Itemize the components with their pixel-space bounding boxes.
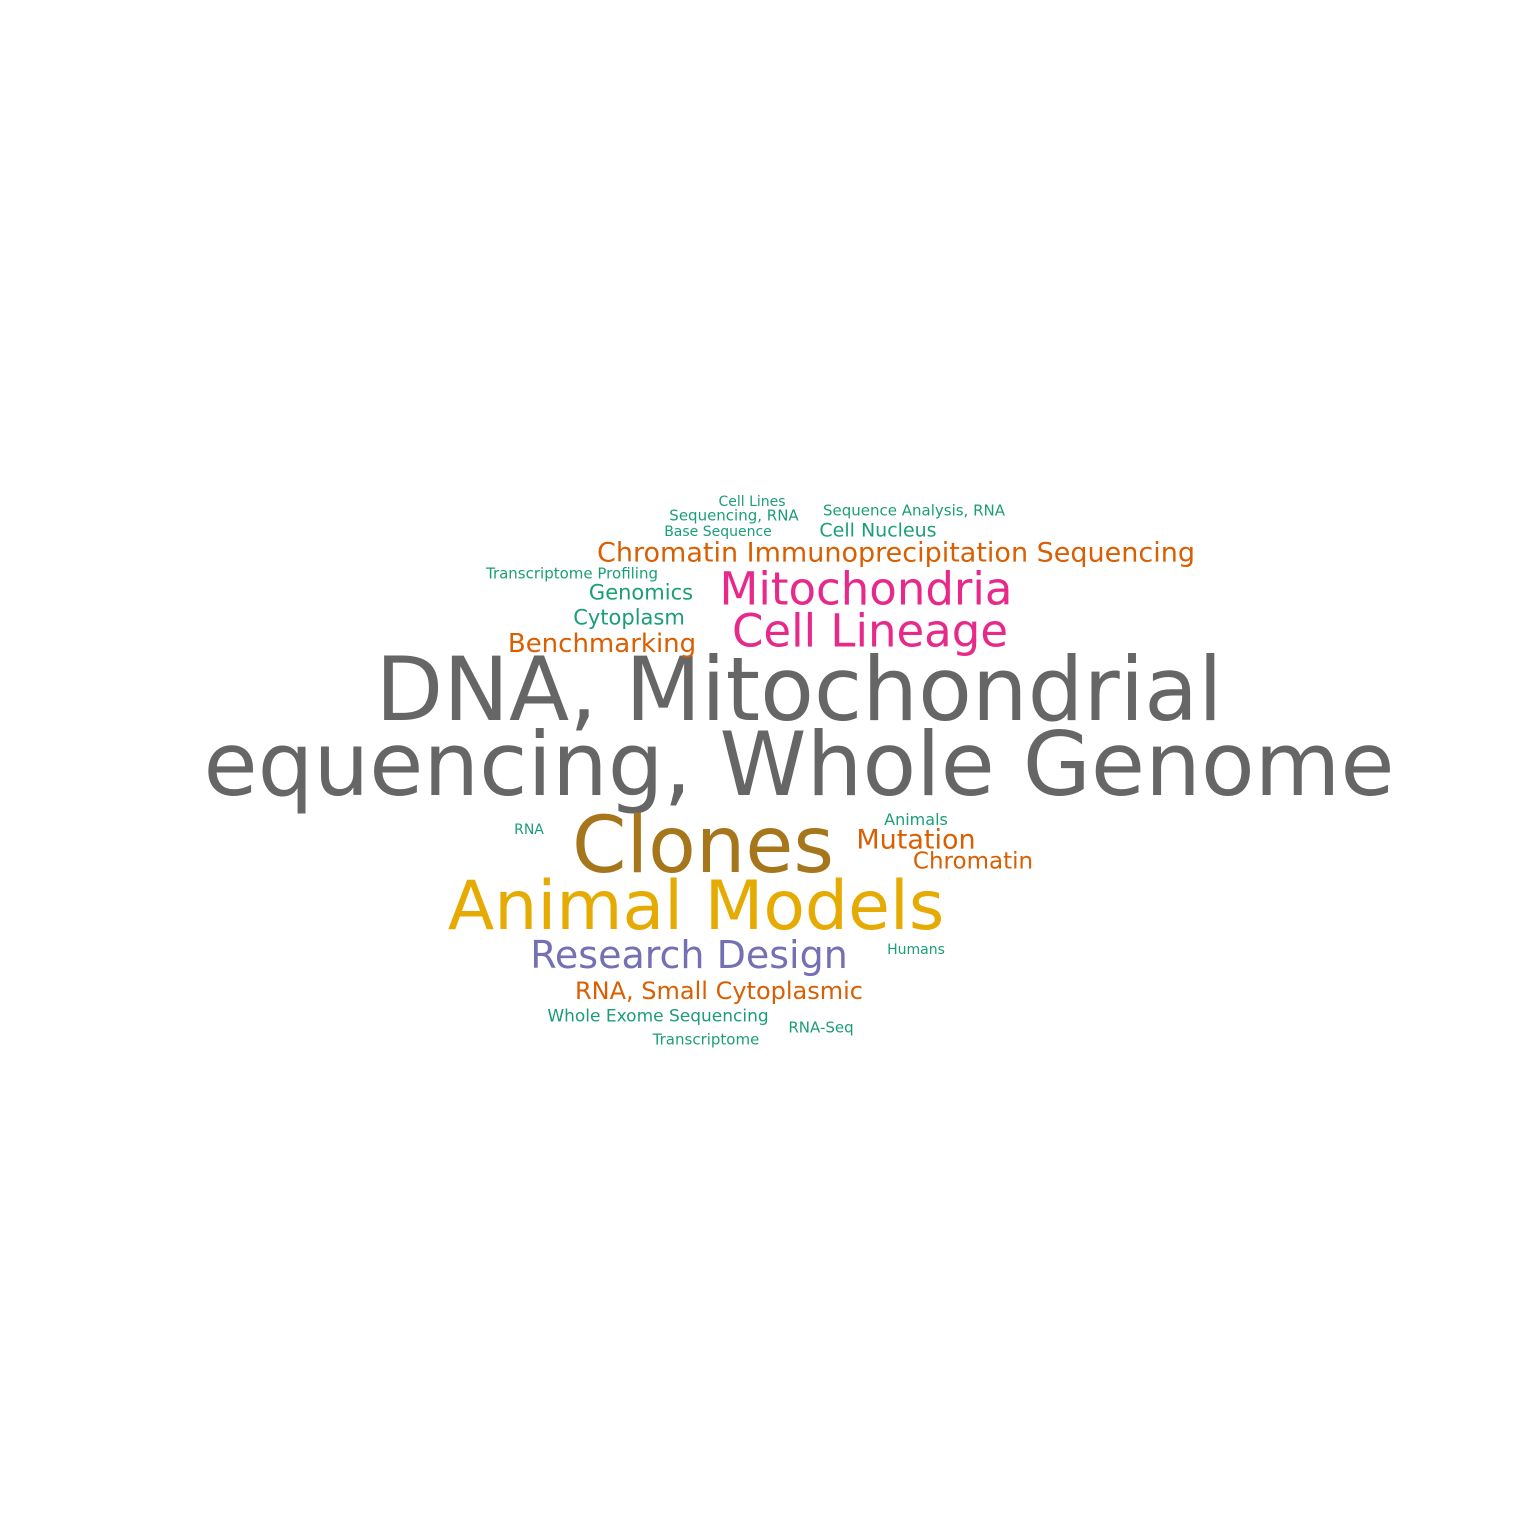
word-dna-mitochondrial: DNA, Mitochondrial <box>375 638 1223 741</box>
word-research-design: Research Design <box>530 933 848 977</box>
word-transcriptome-profiling: Transcriptome Profiling <box>485 564 659 583</box>
word-chromatin: Chromatin <box>912 848 1034 875</box>
word-sequence-analysis-rna: Sequence Analysis, RNA <box>823 501 1005 520</box>
word-sequencing-rna: Sequencing, RNA <box>669 506 799 525</box>
word-rna-small-cytoplasmic: RNA, Small Cytoplasmic <box>575 977 863 1005</box>
word-cell-lines: Cell Lines <box>718 494 786 510</box>
word-base-sequence: Base Sequence <box>664 524 772 540</box>
word-rna-seq: RNA-Seq <box>788 1018 854 1037</box>
word-mitochondria: Mitochondria <box>719 562 1013 616</box>
word-benchmarking: Benchmarking <box>507 629 697 659</box>
word-clones: Clones <box>572 801 834 891</box>
word-animals: Animals <box>884 810 948 829</box>
word-chip-sequencing: Chromatin Immunoprecipitation Sequencing <box>597 537 1195 569</box>
word-cell-lineage: Cell Lineage <box>731 604 1009 658</box>
word-animal-models: Animal Models <box>447 867 945 946</box>
word-whole-exome-sequencing: Whole Exome Sequencing <box>547 1006 769 1027</box>
word-sequencing-whole-genome: equencing, Whole Genome <box>203 713 1395 816</box>
word-rna: RNA <box>514 822 544 838</box>
word-genomics: Genomics <box>588 580 694 605</box>
word-humans: Humans <box>887 942 945 958</box>
word-transcriptome: Transcriptome <box>652 1030 760 1049</box>
word-cell-nucleus: Cell Nucleus <box>819 519 937 542</box>
word-mutation: Mutation <box>856 824 976 856</box>
word-cytoplasm: Cytoplasm <box>573 605 685 630</box>
